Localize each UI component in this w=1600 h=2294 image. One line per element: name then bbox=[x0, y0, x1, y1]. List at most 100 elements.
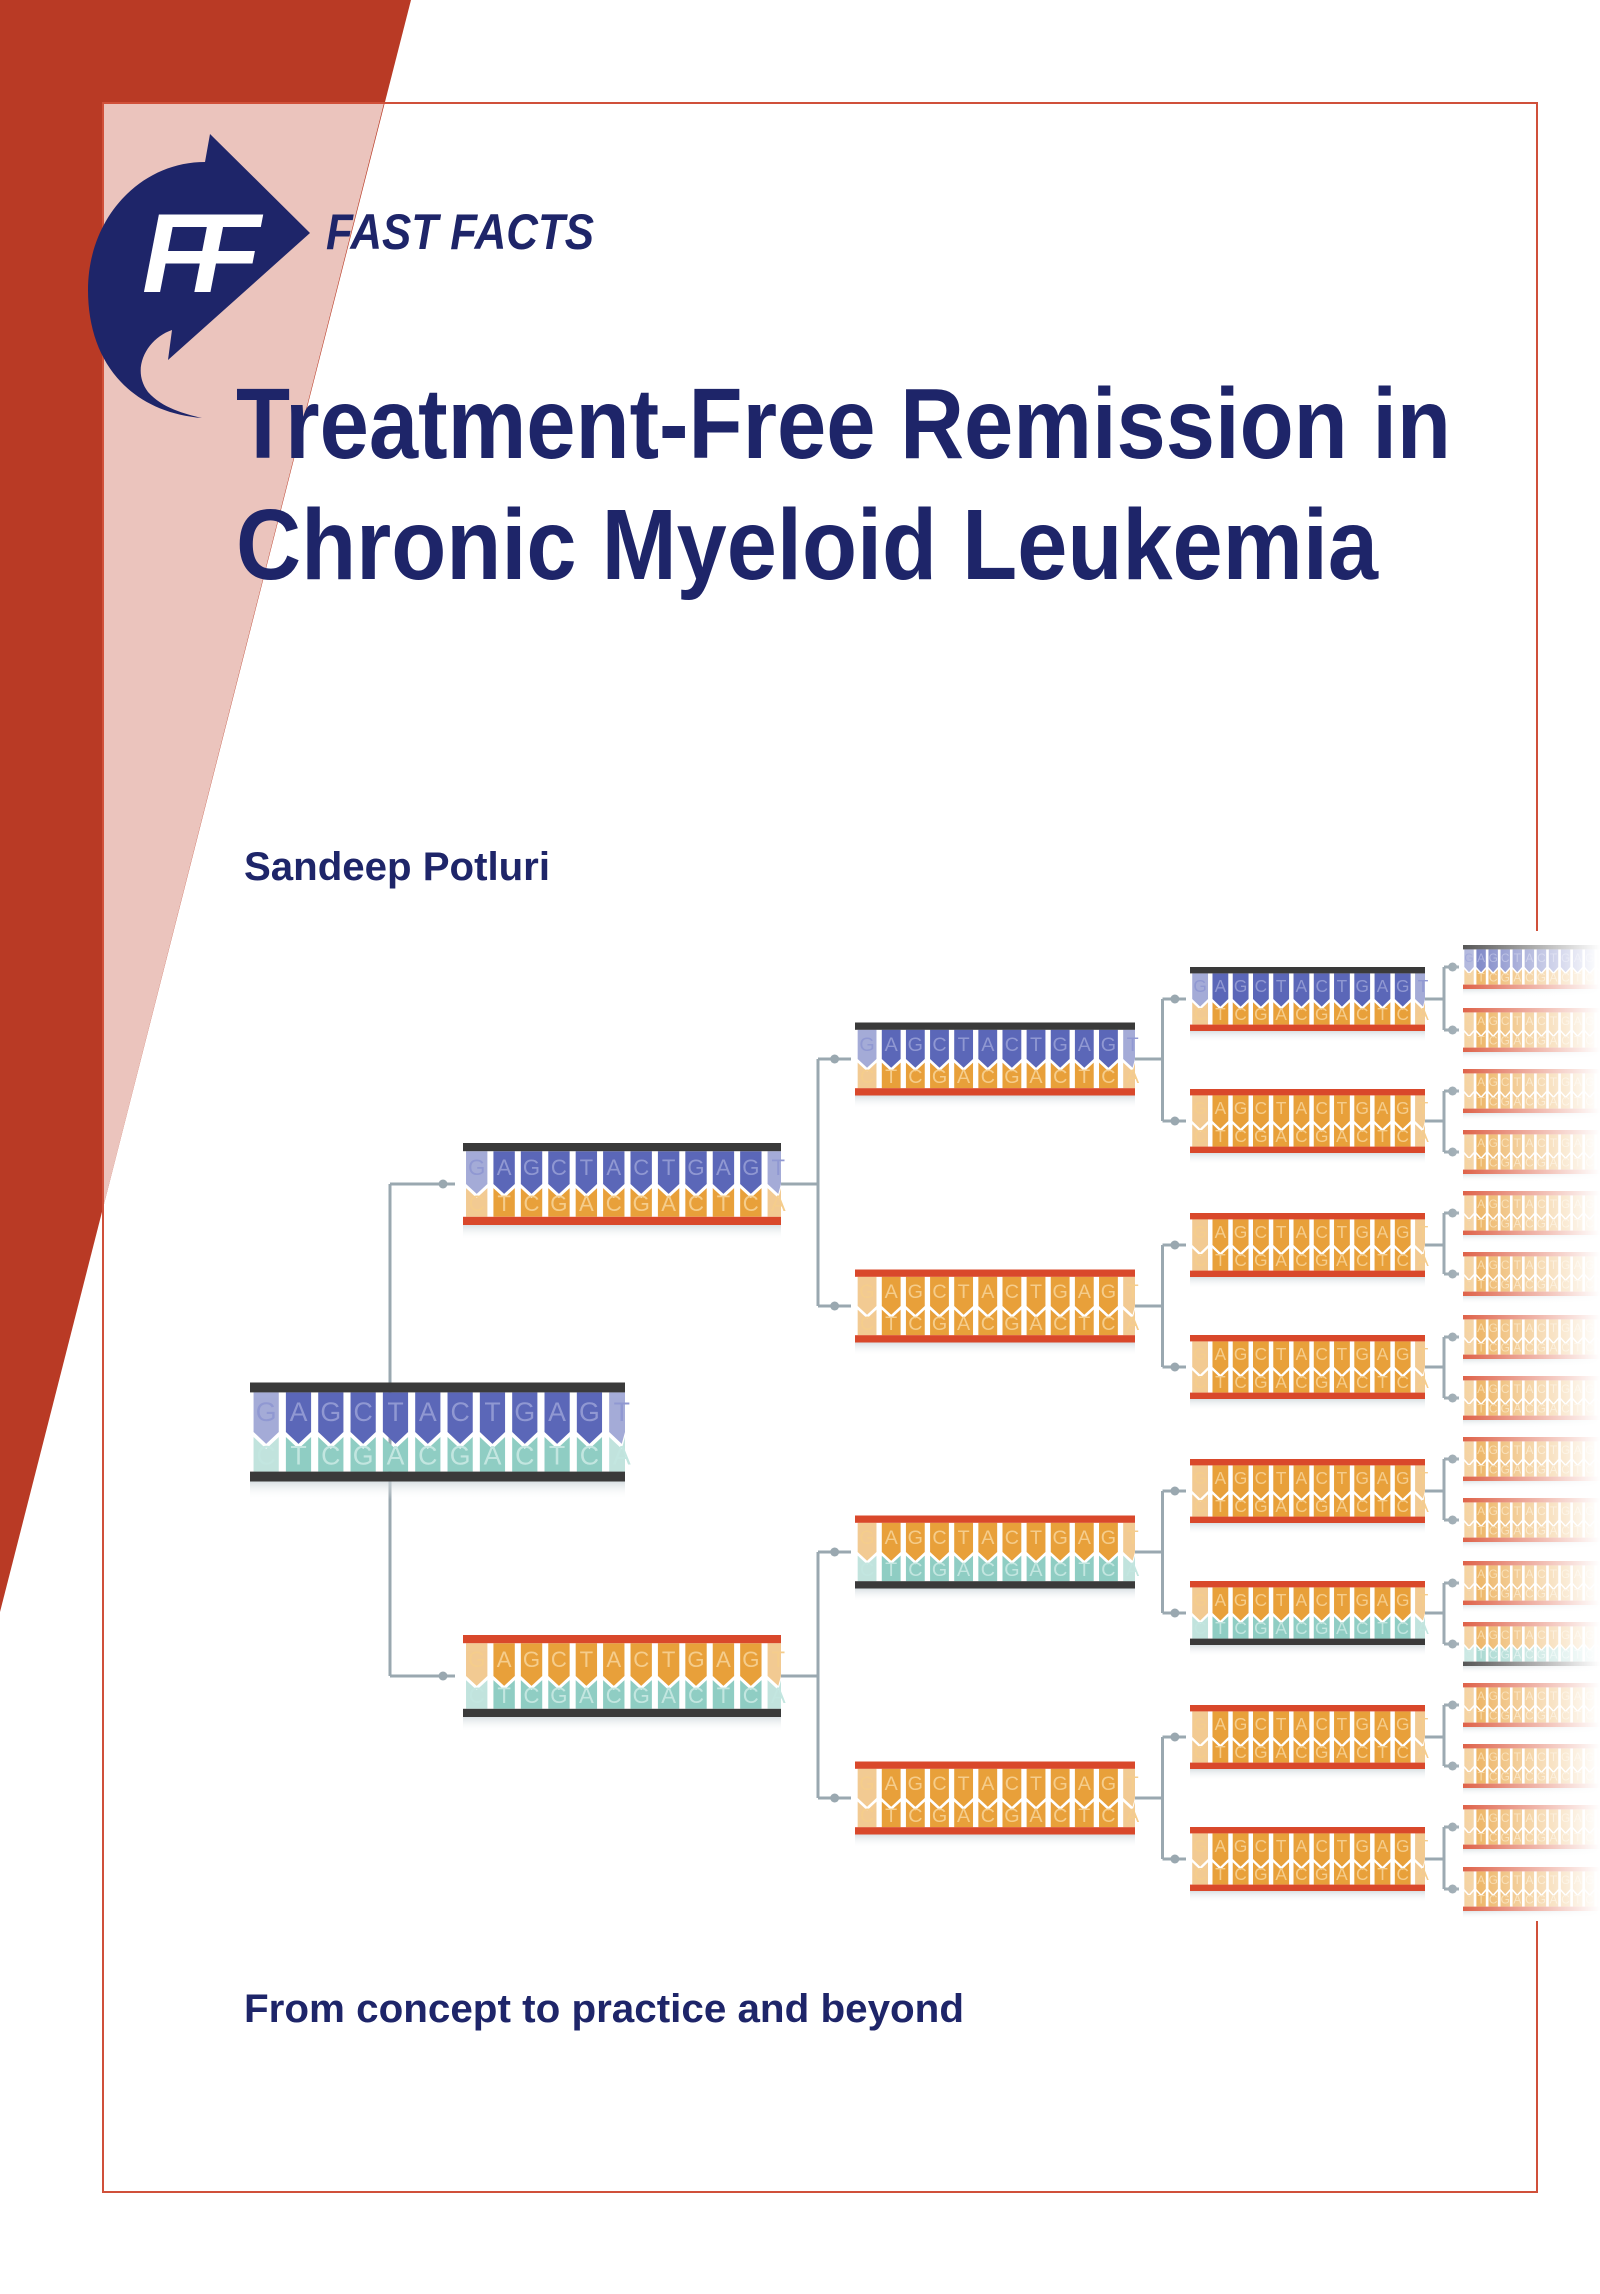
top-base bbox=[930, 1768, 949, 1807]
bottom-base bbox=[857, 1555, 877, 1582]
base-pair bbox=[1334, 973, 1350, 1025]
bottom-base bbox=[576, 1436, 603, 1472]
bottom-base bbox=[905, 1555, 925, 1582]
bottom-sequence-letters: CTCGACGACTCA bbox=[469, 1191, 786, 1216]
base-pair bbox=[978, 1029, 998, 1089]
base-pair bbox=[1232, 1465, 1249, 1517]
base-pair bbox=[1002, 1029, 1022, 1089]
bottom-base bbox=[857, 1801, 877, 1828]
author-name: Sandeep Potluri bbox=[244, 845, 550, 889]
top-base bbox=[285, 1392, 312, 1444]
top-base bbox=[1394, 973, 1411, 1007]
bottom-backbone bbox=[1190, 1638, 1425, 1645]
bottom-backbone bbox=[855, 1335, 1135, 1343]
bottom-base bbox=[493, 1680, 515, 1709]
bottom-base bbox=[1313, 1370, 1330, 1393]
bottom-base bbox=[978, 1555, 998, 1582]
bottom-base bbox=[1354, 1740, 1371, 1763]
bottom-base bbox=[1002, 1801, 1022, 1828]
bottom-base bbox=[1334, 1124, 1350, 1147]
base-pair bbox=[576, 1392, 603, 1472]
base-pairs bbox=[466, 1151, 781, 1217]
bottom-base bbox=[1334, 1740, 1350, 1763]
base-pair bbox=[1394, 973, 1411, 1025]
bottom-base bbox=[685, 1188, 707, 1217]
base-pair bbox=[1273, 1341, 1290, 1393]
base-pair bbox=[1415, 1711, 1425, 1763]
base-pair bbox=[1273, 1465, 1290, 1517]
bottom-base bbox=[1026, 1309, 1046, 1336]
bottom-base bbox=[466, 1680, 488, 1709]
top-base bbox=[657, 1151, 680, 1194]
bottom-base bbox=[1313, 1494, 1330, 1517]
top-base bbox=[1334, 1219, 1350, 1253]
bottom-base bbox=[1394, 1616, 1411, 1639]
base-pair bbox=[1192, 1095, 1209, 1147]
bottom-base bbox=[1192, 1616, 1209, 1639]
base-pair bbox=[1334, 1711, 1350, 1763]
top-backbone bbox=[1190, 1581, 1425, 1588]
top-base bbox=[1074, 1276, 1094, 1315]
base-pair bbox=[1374, 1341, 1391, 1393]
top-base bbox=[350, 1392, 376, 1444]
base-pair bbox=[548, 1151, 570, 1217]
bottom-base bbox=[603, 1680, 625, 1709]
top-base bbox=[1415, 1219, 1425, 1253]
bottom-sequence-letters: CTCGACGACTCA bbox=[860, 1805, 1140, 1827]
bottom-sequence-letters: CTCGACGACTCA bbox=[469, 1683, 786, 1708]
top-base bbox=[1354, 1711, 1371, 1745]
bottom-base bbox=[1313, 1740, 1330, 1763]
top-base bbox=[1354, 1465, 1371, 1499]
top-base bbox=[253, 1392, 279, 1444]
base-pair bbox=[1002, 1276, 1022, 1336]
top-base bbox=[1050, 1768, 1070, 1807]
bottom-base bbox=[1334, 1862, 1350, 1885]
bottom-base bbox=[1374, 1370, 1391, 1393]
bottom-base bbox=[905, 1801, 925, 1828]
bottom-base bbox=[1334, 1370, 1350, 1393]
connector-dot bbox=[438, 1179, 448, 1189]
base-pair bbox=[1415, 1833, 1425, 1885]
base-pair bbox=[1192, 1587, 1209, 1639]
top-base bbox=[685, 1151, 707, 1194]
base-pair bbox=[767, 1151, 781, 1217]
top-base bbox=[1394, 1341, 1411, 1375]
bottom-base bbox=[1002, 1062, 1022, 1089]
top-base bbox=[1212, 1711, 1229, 1745]
top-backbone bbox=[1190, 1213, 1425, 1220]
top-base bbox=[1354, 973, 1371, 1007]
base-pair bbox=[978, 1522, 998, 1582]
bottom-base bbox=[1293, 1370, 1310, 1393]
dna-strand: GAGCTACTGAGT CTCGACGACTCA bbox=[250, 1382, 631, 1500]
top-backbone bbox=[1190, 1089, 1425, 1096]
top-base bbox=[466, 1643, 488, 1686]
base-pair bbox=[1074, 1276, 1094, 1336]
base-pair bbox=[1253, 1587, 1269, 1639]
base-pair bbox=[1334, 1833, 1350, 1885]
bottom-base bbox=[1232, 1002, 1249, 1025]
bottom-base bbox=[767, 1680, 781, 1709]
top-backbone bbox=[250, 1382, 625, 1393]
base-pair bbox=[1313, 1587, 1330, 1639]
top-base bbox=[1002, 1522, 1022, 1561]
top-base bbox=[1273, 1465, 1290, 1499]
base-pair bbox=[1212, 973, 1229, 1025]
top-base bbox=[1232, 1095, 1249, 1129]
strand-shadow bbox=[1190, 1645, 1425, 1657]
bottom-base bbox=[1394, 1740, 1411, 1763]
bottom-base bbox=[1293, 1124, 1310, 1147]
bottom-sequence-letters: CTCGACGACTCA bbox=[860, 1313, 1140, 1335]
top-sequence-letters: GAGCTACTGAGT bbox=[1193, 1836, 1428, 1856]
base-pair bbox=[1313, 973, 1330, 1025]
bottom-base bbox=[685, 1680, 707, 1709]
base-pairs bbox=[1192, 1095, 1425, 1147]
dna-strand: GAGCTACTGAGT CTCGACGACTCA bbox=[1190, 1705, 1429, 1781]
strand-shadow bbox=[855, 1342, 1135, 1356]
bottom-base bbox=[285, 1436, 312, 1472]
bottom-base bbox=[1074, 1062, 1094, 1089]
base-pair bbox=[1099, 1768, 1118, 1828]
base-pair bbox=[512, 1392, 538, 1472]
base-pair bbox=[685, 1643, 707, 1709]
bottom-base bbox=[1293, 1494, 1310, 1517]
top-base bbox=[685, 1643, 707, 1686]
